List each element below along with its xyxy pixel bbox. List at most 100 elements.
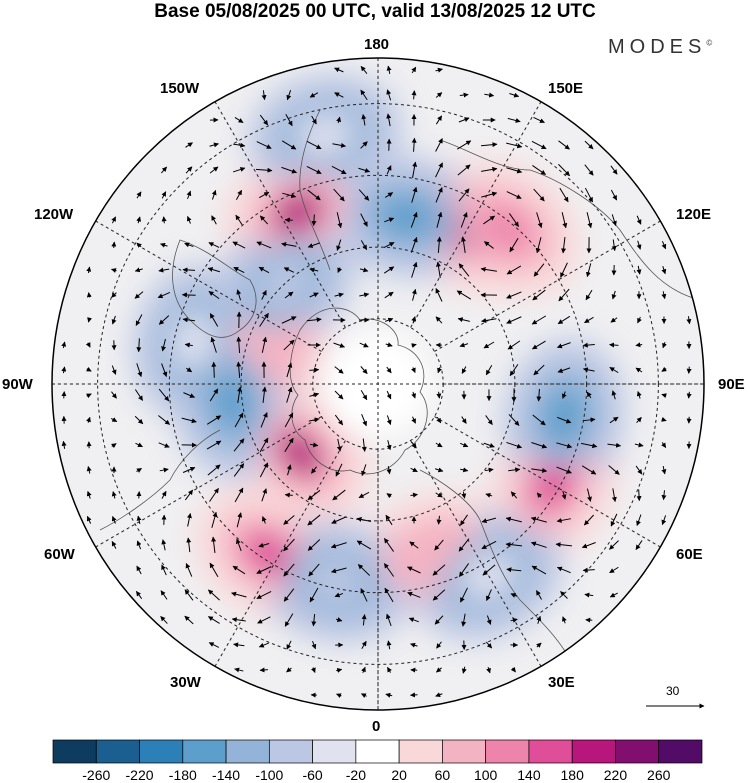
wind-arrow (86, 292, 92, 298)
wind-arrow (111, 443, 117, 449)
land-outline (419, 469, 591, 701)
wind-arrow (334, 92, 344, 98)
wind-arrow (261, 386, 267, 404)
wind-arrow (661, 241, 667, 250)
wind-arrow (260, 412, 268, 428)
meridian-line (410, 87, 550, 328)
land-outline (299, 109, 331, 271)
colorbar-label: -220 (125, 767, 154, 783)
wind-arrow (136, 515, 142, 525)
colorbar-segment (658, 739, 703, 764)
brand-logo: MODES© (608, 36, 712, 59)
wind-arrow (233, 642, 245, 648)
lon-label-120e: 120E (676, 206, 712, 223)
wind-arrow (461, 666, 467, 674)
wind-arrow (307, 539, 321, 551)
wind-arrow (456, 290, 472, 300)
lon-label-180: 180 (364, 36, 390, 53)
wind-arrow (284, 412, 294, 428)
wind-arrow (435, 115, 443, 125)
wind-arrow (436, 641, 442, 649)
meridian-line (81, 212, 322, 352)
wind-arrow (480, 266, 497, 272)
wind-arrow (281, 140, 297, 150)
wind-arrow (359, 342, 369, 348)
land-outline (289, 307, 428, 475)
wind-arrow (333, 188, 345, 202)
wind-arrow (136, 216, 142, 224)
wind-arrow (435, 288, 443, 302)
wind-arrow (360, 213, 368, 227)
wind-arrow (459, 442, 469, 448)
wind-arrow (308, 417, 320, 423)
wind-arrow (411, 343, 417, 348)
wind-arrow (309, 367, 320, 373)
wind-arrow (261, 290, 267, 300)
wind-arrow (359, 292, 370, 298)
wind-arrow (533, 116, 545, 124)
wind-arrow (261, 488, 268, 502)
wind-arrow (332, 489, 346, 501)
wind-arrow (161, 191, 167, 199)
wind-arrow (136, 540, 142, 550)
wind-arrow (232, 565, 246, 575)
wind-arrow (307, 489, 321, 501)
wind-arrow (662, 341, 667, 349)
wind-arrow (485, 492, 493, 498)
wind-reference-label: 30 (666, 684, 680, 698)
wind-arrow (358, 189, 370, 201)
wind-arrow (586, 212, 593, 229)
wind-arrow (582, 417, 596, 423)
wind-arrow (385, 192, 394, 198)
wind-arrow (506, 441, 523, 449)
lon-label-120w: 120W (34, 206, 74, 223)
wind-arrow (460, 587, 468, 603)
wind-arrow (609, 540, 619, 550)
wind-arrow (561, 212, 568, 229)
wind-arrow (435, 492, 443, 498)
wind-arrow (183, 392, 196, 398)
wind-arrow (235, 214, 243, 226)
wind-arrow (506, 265, 522, 275)
wind-arrow (435, 187, 443, 203)
wind-arrow (410, 212, 418, 228)
wind-arrow (331, 516, 347, 524)
wind-arrow (184, 242, 194, 248)
wind-arrow (209, 142, 219, 148)
wind-arrow (208, 642, 220, 648)
wind-arrow (611, 214, 617, 227)
graticule (52, 58, 704, 710)
wind-arrow (558, 163, 570, 177)
lon-label-30e: 30E (548, 674, 575, 691)
wind-arrow (236, 361, 242, 379)
colorbar-label: 140 (517, 767, 541, 783)
wind-arrow (661, 442, 667, 448)
wind-arrow (383, 266, 395, 274)
wind-arrow (134, 389, 144, 401)
wind-arrow (510, 593, 518, 598)
wind-arrow (607, 442, 622, 448)
wind-arrow (184, 489, 194, 501)
wind-arrow (436, 236, 442, 254)
wind-arrow (311, 214, 317, 227)
wind-arrow (233, 142, 246, 148)
wind-arrow (506, 167, 523, 174)
wind-arrow (459, 92, 469, 98)
wind-arrow (311, 115, 317, 125)
wind-arrow (505, 542, 523, 548)
wind-arrow (509, 237, 519, 253)
wind-arrow (360, 141, 368, 149)
land-outline (99, 429, 221, 531)
wind-arrow (184, 589, 194, 601)
wind-arrow (336, 667, 343, 673)
wind-arrow (411, 186, 418, 203)
wind-arrow (184, 342, 193, 348)
wind-arrow (161, 216, 167, 224)
wind-arrow (611, 290, 617, 300)
wind-arrow (281, 166, 298, 174)
wind-arrow (136, 242, 142, 248)
wind-arrow (584, 140, 594, 150)
wind-arrow (86, 393, 92, 399)
wind-arrow (582, 367, 595, 373)
